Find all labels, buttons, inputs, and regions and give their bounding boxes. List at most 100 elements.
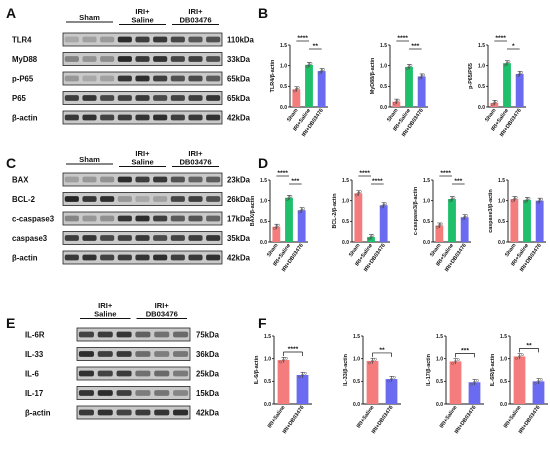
bar: [379, 205, 388, 242]
bar-chart: 0.00.51.01.5IL-33/β-actinIRI+SalineIRI+D…: [343, 334, 401, 435]
kda-label: 23kDa: [227, 176, 251, 185]
data-point: [491, 103, 494, 107]
data-point: [358, 190, 362, 194]
blot-row: IL-6R 75kDa: [25, 327, 220, 342]
blot-band: [153, 196, 168, 202]
data-point: [405, 67, 409, 71]
blot-band: [153, 215, 168, 222]
significance-stars: ****: [372, 178, 383, 185]
blot-band: [82, 235, 97, 241]
data-point: [492, 101, 496, 105]
kda-label: 110kDa: [227, 36, 255, 45]
y-tick-label: 0.0: [280, 105, 287, 111]
group-header-text: IRI+: [135, 7, 150, 16]
blot-row: β-actin 42kDa: [12, 110, 251, 125]
data-point: [382, 203, 386, 207]
blot-band: [153, 56, 168, 62]
y-tick-label: 0.5: [280, 84, 287, 90]
blot-band: [64, 254, 79, 261]
significance-stars: ***: [454, 178, 462, 185]
blot-band: [206, 36, 221, 43]
blot-band: [78, 370, 94, 377]
blot-band: [117, 36, 132, 43]
protein-label: IL-33: [25, 350, 44, 359]
data-point: [465, 214, 468, 217]
blot-band: [100, 215, 115, 222]
blot-band: [100, 36, 115, 43]
data-point: [273, 227, 276, 230]
blot-row: c-caspase3 17kDa: [12, 211, 251, 226]
group-header-text: Saline: [94, 310, 116, 319]
blot-band: [64, 114, 79, 121]
blot-band: [100, 95, 115, 101]
bar-chart: 0.00.51.01.5c-caspase3/β-actinShamIRI+Sa…: [413, 170, 471, 273]
blot-band: [100, 196, 115, 202]
blot-band: [135, 196, 150, 202]
data-point: [287, 196, 291, 200]
kda-label: 17kDa: [227, 215, 251, 224]
significance-stars: **: [379, 347, 385, 354]
blot-band: [154, 409, 170, 416]
group-header-text: Sham: [79, 155, 100, 164]
blot-band: [135, 56, 150, 62]
blot-band: [64, 215, 79, 222]
y-tick-label: 0.0: [478, 105, 485, 111]
blot-band: [173, 409, 189, 416]
blot-band: [135, 235, 150, 241]
significance-stars: ***: [411, 43, 419, 50]
blot-strip: [76, 366, 191, 381]
blot-band: [170, 114, 185, 121]
bar: [532, 381, 545, 404]
blot-band: [117, 235, 132, 241]
blot-band: [206, 95, 221, 101]
y-tick-label: 1.5: [260, 178, 267, 184]
panel-label-E: E: [6, 315, 15, 331]
data-point: [512, 197, 516, 201]
data-point: [521, 353, 524, 357]
group-header: IRI+DB03476: [136, 301, 187, 319]
y-tick-label: 1.0: [280, 63, 287, 69]
data-point: [394, 100, 398, 103]
y-tick-label: 0.5: [380, 84, 387, 90]
y-tick-label: 0.5: [260, 219, 267, 225]
significance-stars: ****: [297, 35, 308, 42]
bar: [515, 73, 524, 107]
y-tick-label: 1.5: [342, 178, 349, 184]
blot-band: [173, 390, 189, 396]
y-tick-label: 1.0: [498, 198, 505, 204]
bar-chart: 0.00.51.01.5IL-17/β-actinIRI+SalineIRI+D…: [426, 334, 484, 435]
data-point: [463, 215, 467, 219]
group-header-text: IRI+: [155, 301, 170, 310]
blot-band: [135, 409, 151, 416]
blot-band: [97, 370, 113, 377]
y-tick-label: 0.0: [264, 402, 271, 408]
y-tick-label: 0.5: [423, 219, 430, 225]
x-tick-label: IRI+Saline: [356, 405, 376, 430]
bar: [272, 226, 281, 242]
blot-band: [188, 196, 203, 202]
blot-band: [100, 114, 115, 121]
significance-stars: ****: [440, 170, 451, 177]
bar-chart: 0.00.51.01.5IL-6R/β-actinIRI+SalineIRI+D…: [490, 334, 548, 435]
blot-band: [82, 75, 97, 82]
data-point: [355, 193, 358, 197]
y-tick-label: 1.5: [478, 43, 485, 49]
data-point: [523, 200, 527, 204]
group-header-text: IRI+: [98, 301, 113, 310]
kda-label: 75kDa: [196, 331, 220, 340]
y-tick-label: 1.5: [380, 43, 387, 49]
blot-row: MyD88 33kDa: [12, 52, 251, 66]
blot-band: [117, 215, 132, 222]
group-header: IRI+DB03476: [172, 149, 219, 167]
y-tick-label: 1.5: [436, 334, 443, 340]
data-point: [525, 198, 529, 202]
blot-band: [153, 254, 168, 261]
blot-band: [206, 75, 221, 82]
group-header-text: IRI+: [188, 149, 203, 158]
kda-label: 42kDa: [196, 409, 220, 418]
y-tick-label: 1.5: [500, 334, 507, 340]
blot-band: [135, 215, 150, 222]
bar: [296, 374, 309, 404]
protein-label: BAX: [12, 176, 29, 185]
